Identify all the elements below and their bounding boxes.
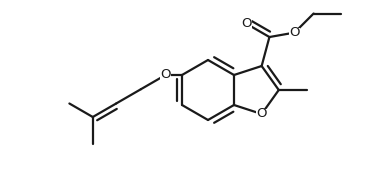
- Text: O: O: [160, 69, 171, 81]
- Text: O: O: [289, 26, 300, 39]
- Text: O: O: [241, 17, 251, 30]
- Bar: [289, 28, 300, 38]
- Text: O: O: [256, 107, 267, 120]
- Bar: [256, 109, 267, 119]
- Bar: [241, 19, 252, 29]
- Bar: [160, 70, 171, 80]
